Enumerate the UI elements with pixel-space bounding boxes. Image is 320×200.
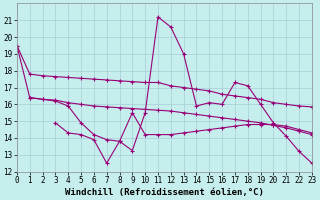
X-axis label: Windchill (Refroidissement éolien,°C): Windchill (Refroidissement éolien,°C) [65,188,264,197]
